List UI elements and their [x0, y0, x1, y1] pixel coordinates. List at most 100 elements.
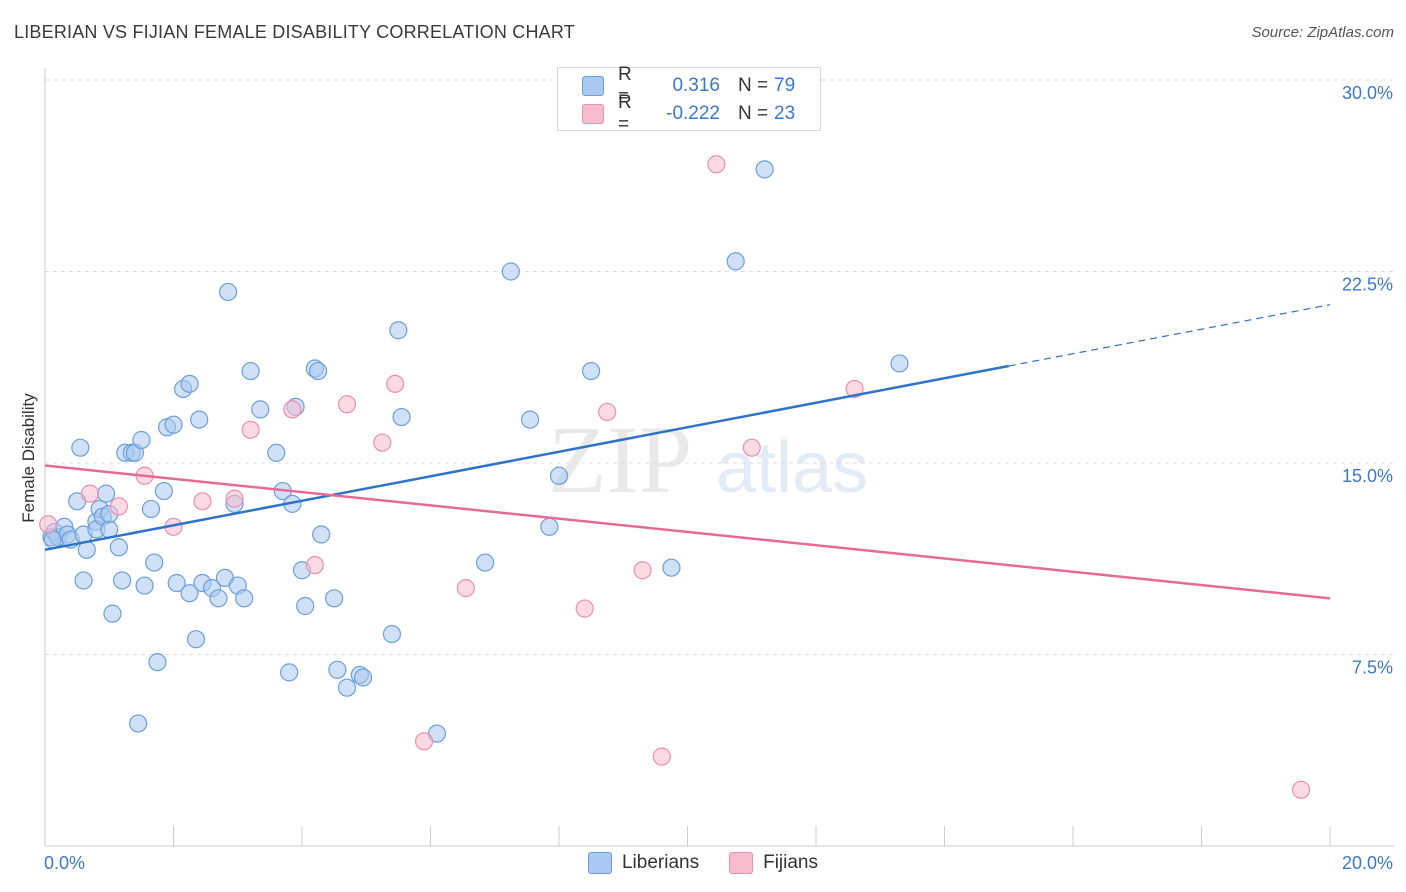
liberian-point [141, 499, 161, 519]
y-axis-label: Female Disability [19, 393, 38, 523]
liberian-point [235, 589, 254, 608]
liberian-point [549, 466, 569, 485]
x-tick-label: 0.0% [44, 853, 85, 873]
series-swatch-fijians [729, 852, 754, 874]
series-legend-fijians: Fijians [729, 852, 818, 874]
liberian-point [129, 714, 148, 733]
legend-r-value: -0.222 [666, 103, 720, 124]
legend-n-value: 23 [774, 103, 796, 124]
liberian-point [148, 653, 167, 672]
fijian-point [456, 579, 475, 598]
liberian-point [71, 438, 90, 457]
liberian-point [241, 361, 260, 381]
liberian-point [145, 553, 164, 572]
liberian-point [890, 354, 909, 373]
liberian-trend-line [44, 364, 1009, 552]
fijian-point [241, 420, 260, 439]
legend-swatch-fijians [582, 104, 604, 124]
watermark-atlas: atlas [716, 428, 868, 508]
liberian-point [112, 571, 132, 590]
liberian-point [755, 160, 774, 179]
liberian-point [43, 530, 62, 549]
watermark: ZIP atlas [548, 406, 868, 513]
liberian-point [582, 361, 601, 381]
series-label-fijians: Fijians [763, 852, 818, 873]
y-tick-label: 7.5% [1352, 658, 1393, 678]
x-tick-label: 20.0% [1342, 853, 1393, 873]
fijian-point [652, 747, 671, 766]
liberian-point [296, 596, 315, 616]
liberian-point [353, 668, 373, 687]
fijian-point [225, 489, 244, 508]
fijian-point [109, 497, 128, 516]
liberian-point [337, 678, 357, 697]
liberian-point [180, 374, 199, 393]
liberian-point [164, 415, 183, 434]
liberian-point [135, 576, 154, 595]
legend-n-label: N = [738, 103, 769, 124]
liberian-point [476, 553, 495, 572]
liberian-point [190, 410, 209, 429]
liberian-point [392, 407, 411, 427]
liberian-point [74, 571, 93, 590]
liberian-point [325, 589, 344, 608]
liberian-point [96, 484, 116, 503]
liberian-point [180, 584, 199, 603]
fijian-point [598, 402, 617, 422]
fijian-point [1291, 780, 1311, 799]
series-label-liberians: Liberians [621, 852, 700, 873]
fijian-point [414, 732, 434, 751]
legend-n-label: N = [738, 75, 769, 96]
source-note: Source: ZipAtlas.com [1251, 24, 1394, 41]
fijian-point [193, 492, 212, 511]
fijian-point [845, 379, 864, 399]
liberian-point [382, 624, 402, 644]
fijian-point [575, 599, 594, 618]
legend-r-label: R = [618, 92, 632, 135]
y-tick-label: 15.0% [1342, 466, 1393, 486]
fijian-point [305, 556, 324, 575]
legend-row-liberians: R = 0.316 N = 79 [582, 64, 796, 107]
liberian-point [109, 538, 128, 557]
fijian-point [707, 155, 726, 174]
fijian-point [337, 395, 357, 414]
liberian-point [103, 604, 122, 623]
liberian-point [662, 558, 681, 577]
fijian-trend-line [44, 464, 1331, 600]
fijian-point [373, 433, 392, 452]
series-swatch-liberians [587, 852, 612, 874]
liberian-point [219, 282, 238, 302]
liberian-point [167, 573, 186, 593]
axes [44, 68, 1394, 847]
fijian-point [80, 484, 100, 503]
liberian-point [328, 660, 347, 679]
series-legend-liberians: Liberians [587, 852, 700, 874]
fijian-point [742, 438, 761, 457]
fijian-point [39, 515, 58, 534]
legend-row-fijians: R = -0.222 N = 23 [582, 92, 796, 135]
liberian-point [186, 630, 206, 649]
fijian-point [386, 374, 405, 393]
liberian-point [132, 430, 151, 450]
liberian-point [267, 443, 286, 462]
tick-labels: 7.5% 15.0% 22.5% 30.0% 0.0% 20.0% [44, 83, 1393, 873]
data-points [39, 155, 1311, 799]
liberian-point [251, 400, 270, 419]
legend-r-value: 0.316 [672, 75, 720, 96]
watermark-zip: ZIP [548, 406, 692, 513]
legend-swatch-liberians [582, 76, 604, 96]
liberian-point [501, 262, 520, 281]
legend-n-value: 79 [774, 75, 796, 96]
legend-r-label: R = [618, 64, 632, 107]
chart-title: LIBERIAN VS FIJIAN FEMALE DISABILITY COR… [14, 22, 575, 42]
liberian-point [520, 410, 540, 429]
liberian-point [726, 252, 745, 271]
liberian-point [540, 517, 559, 536]
liberian-point [389, 321, 408, 340]
y-tick-label: 30.0% [1342, 83, 1393, 103]
liberian-point [280, 663, 299, 682]
trend-lines [44, 304, 1331, 600]
fijian-point [633, 561, 652, 580]
liberian-point [209, 589, 228, 608]
